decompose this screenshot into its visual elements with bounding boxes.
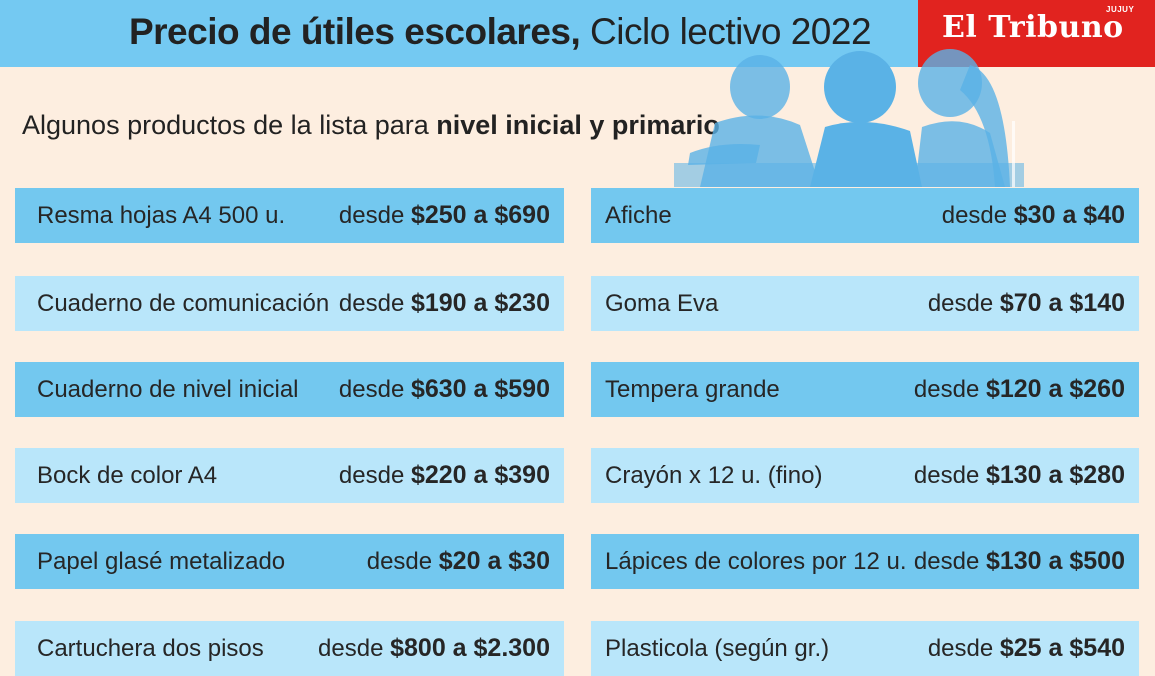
price-amount: $220 a $390 xyxy=(410,461,550,489)
price-amount: $130 a $500 xyxy=(985,547,1125,575)
price-row: Resma hojas A4 500 u. desde $250 a $690 xyxy=(15,188,564,243)
price-row: Goma Eva desde $70 a $140 xyxy=(591,276,1139,331)
product-name: Papel glasé metalizado xyxy=(37,547,286,575)
price-range: desde $250 a $690 xyxy=(339,201,550,230)
price-amount: $20 a $30 xyxy=(438,547,550,575)
product-name: Crayón x 12 u. (fino) xyxy=(605,461,823,489)
price-desde: desde xyxy=(927,635,994,662)
page-title: Precio de útiles escolares, Ciclo lectiv… xyxy=(0,0,1000,67)
price-amount: $800 a $2.300 xyxy=(390,634,550,662)
price-desde: desde xyxy=(338,290,405,317)
price-row: Lápices de colores por 12 u. desde $130 a… xyxy=(591,534,1139,589)
price-amount: $30 a $40 xyxy=(1013,201,1125,229)
product-name: Tempera grande xyxy=(605,375,780,403)
price-amount: $120 a $260 xyxy=(985,375,1125,403)
subtitle-bold: nivel inicial y primario xyxy=(436,110,720,140)
price-range: desde $630 a $590 xyxy=(339,375,550,404)
title-light: Ciclo lectivo 2022 xyxy=(590,11,872,52)
price-amount: $190 a $230 xyxy=(410,289,550,317)
price-desde: desde xyxy=(338,462,405,489)
price-range: desde $130 a $500 xyxy=(914,547,1125,576)
price-row: Cuaderno de nivel inicial desde $630 a $5… xyxy=(15,362,564,417)
price-range: desde $220 a $390 xyxy=(339,461,550,490)
product-name: Resma hojas A4 500 u. xyxy=(37,201,286,229)
product-name: Afiche xyxy=(605,201,672,229)
product-name: Cuaderno de nivel inicial xyxy=(37,375,299,403)
price-amount: $25 a $540 xyxy=(999,634,1125,662)
subtitle-normal: Algunos productos de la lista para xyxy=(22,110,429,140)
price-row: Crayón x 12 u. (fino) desde $130 a $280 xyxy=(591,448,1139,503)
price-range: desde $190 a $230 xyxy=(339,289,550,318)
product-name: Plasticola (según gr.) xyxy=(605,634,830,662)
price-row: Cuaderno de comunicación desde $190 a $23… xyxy=(15,276,564,331)
price-desde: desde xyxy=(913,376,980,403)
price-row: Plasticola (según gr.) desde $25 a $540 xyxy=(591,621,1139,676)
subtitle: Algunos productos de la lista para nivel… xyxy=(22,110,720,141)
product-name: Bock de color A4 xyxy=(37,461,218,489)
price-desde: desde xyxy=(927,290,994,317)
price-amount: $70 a $140 xyxy=(999,289,1125,317)
brand-tag: JUJUY xyxy=(1106,5,1135,14)
product-name: Cartuchera dos pisos xyxy=(37,634,264,662)
price-amount: $630 a $590 xyxy=(410,375,550,403)
price-amount: $250 a $690 xyxy=(410,201,550,229)
price-range: desde $70 a $140 xyxy=(928,289,1125,318)
price-range: desde $120 a $260 xyxy=(914,375,1125,404)
price-desde: desde xyxy=(338,202,405,229)
price-desde: desde xyxy=(941,202,1008,229)
price-amount: $130 a $280 xyxy=(985,461,1125,489)
price-row: Tempera grande desde $120 a $260 xyxy=(591,362,1139,417)
price-range: desde $800 a $2.300 xyxy=(318,634,550,663)
price-desde: desde xyxy=(338,376,405,403)
price-row: Cartuchera dos pisos desde $800 a $2.300 xyxy=(15,621,564,676)
price-desde: desde xyxy=(366,548,433,575)
price-desde: desde xyxy=(318,635,384,662)
students-silhouette-icon xyxy=(674,49,1024,187)
price-row: Bock de color A4 desde $220 a $390 xyxy=(15,448,564,503)
price-row: Afiche desde $30 a $40 xyxy=(591,188,1139,243)
price-range: desde $20 a $30 xyxy=(367,547,550,576)
price-row: Papel glasé metalizado desde $20 a $30 xyxy=(15,534,564,589)
price-range: desde $30 a $40 xyxy=(942,201,1125,230)
product-name: Lápices de colores por 12 u. xyxy=(605,547,907,575)
price-desde: desde xyxy=(913,548,980,575)
brand-name: El Tribuno xyxy=(942,10,1124,45)
product-name: Cuaderno de comunicación xyxy=(37,289,330,317)
price-range: desde $130 a $280 xyxy=(914,461,1125,490)
product-name: Goma Eva xyxy=(605,289,719,317)
title-bold: Precio de útiles escolares, xyxy=(128,11,581,52)
price-range: desde $25 a $540 xyxy=(928,634,1125,663)
price-desde: desde xyxy=(913,462,980,489)
